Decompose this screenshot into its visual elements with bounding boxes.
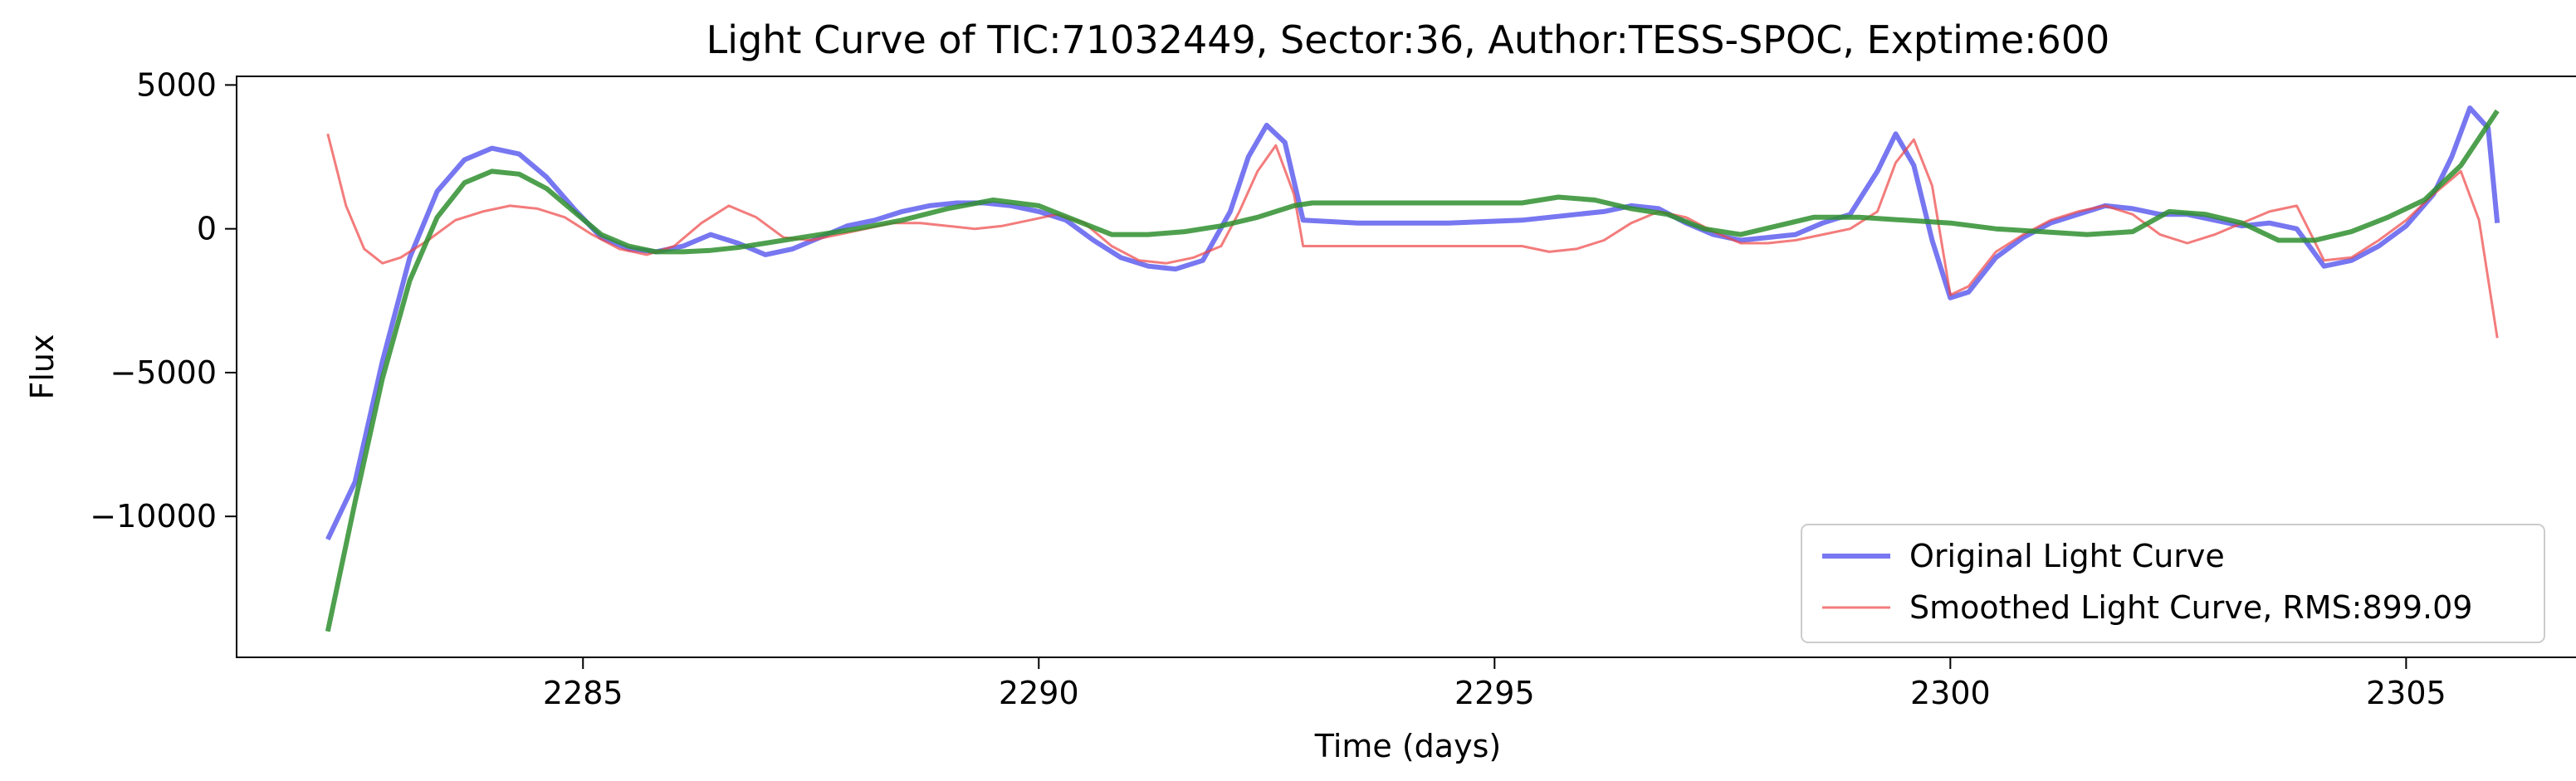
y-tick-label: −5000	[110, 354, 217, 391]
series-line-smoothed	[326, 133, 2499, 339]
plot-frame	[236, 76, 2576, 658]
y-axis-label: Flux	[24, 334, 61, 400]
x-tick-label: 2285	[543, 675, 623, 711]
x-axis-ticks: 2285 2290 2295 2300 2305	[543, 657, 2446, 711]
legend-label-original: Original Light Curve	[1909, 538, 2225, 574]
x-axis-label: Time (days)	[1314, 728, 1501, 764]
legend: Original Light Curve Smoothed Light Curv…	[1801, 524, 2545, 643]
x-tick-label: 2295	[1454, 675, 1535, 711]
plot-area	[325, 105, 2500, 632]
series-line-fit	[325, 109, 2500, 632]
y-axis-ticks: 5000 0 −5000 −10000	[90, 66, 237, 534]
x-tick-label: 2290	[999, 675, 1079, 711]
y-tick-label: −10000	[90, 498, 217, 534]
x-tick-label: 2300	[1910, 675, 1991, 711]
series-line-original	[325, 105, 2500, 541]
legend-box	[1801, 524, 2545, 643]
x-tick-label: 2305	[2366, 675, 2446, 711]
legend-label-smoothed: Smoothed Light Curve, RMS:899.09	[1909, 589, 2472, 626]
y-tick-label: 5000	[136, 66, 217, 103]
y-tick-label: 0	[197, 211, 217, 247]
chart-title: Light Curve of TIC:71032449, Sector:36, …	[706, 17, 2110, 62]
